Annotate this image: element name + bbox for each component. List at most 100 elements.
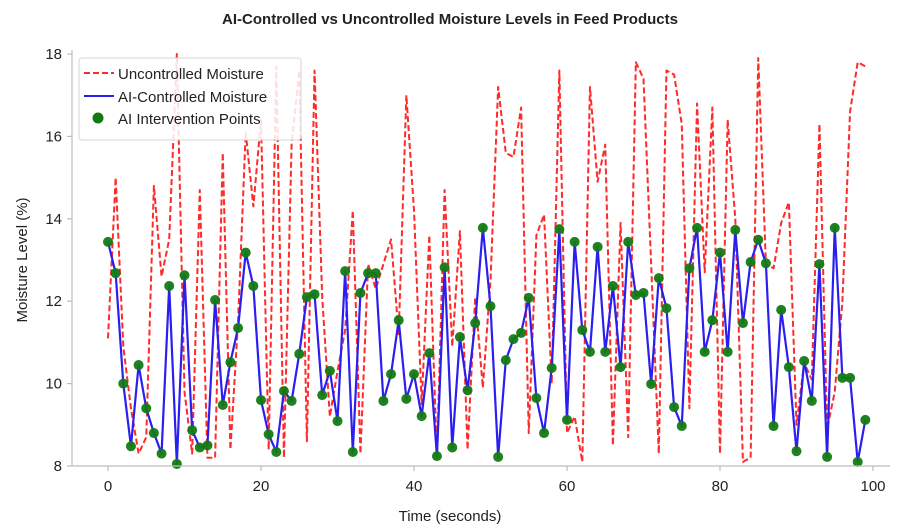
intervention-point bbox=[669, 402, 680, 413]
intervention-point bbox=[233, 322, 244, 333]
uncontrolled-moisture-line bbox=[107, 53, 866, 463]
legend-box bbox=[78, 57, 302, 141]
intervention-point bbox=[860, 414, 871, 425]
intervention-point bbox=[118, 378, 129, 389]
y-tick-label: 12 bbox=[45, 293, 62, 310]
intervention-point bbox=[301, 292, 312, 303]
intervention-point bbox=[416, 411, 427, 422]
intervention-point bbox=[554, 224, 565, 235]
intervention-point bbox=[210, 294, 221, 305]
intervention-point bbox=[516, 327, 527, 338]
intervention-point bbox=[646, 379, 657, 390]
legend-intervention-label: AI Intervention Points bbox=[118, 111, 261, 128]
intervention-point bbox=[370, 268, 381, 279]
x-tick-label: 20 bbox=[253, 478, 270, 495]
intervention-point bbox=[806, 395, 817, 406]
intervention-point bbox=[676, 421, 687, 432]
intervention-point bbox=[783, 362, 794, 373]
intervention-point bbox=[493, 451, 504, 462]
intervention-point bbox=[217, 400, 228, 411]
intervention-point bbox=[424, 348, 435, 359]
intervention-point bbox=[156, 448, 167, 459]
intervention-point bbox=[737, 318, 748, 329]
intervention-point bbox=[278, 386, 289, 397]
intervention-point bbox=[722, 346, 733, 357]
y-tick-label: 10 bbox=[45, 376, 62, 393]
intervention-point bbox=[539, 428, 550, 439]
intervention-point bbox=[623, 236, 634, 247]
y-axis: 8 10 12 14 16 18 bbox=[45, 46, 73, 475]
intervention-point bbox=[431, 451, 442, 462]
intervention-point bbox=[103, 236, 113, 247]
intervention-point bbox=[753, 234, 764, 245]
x-axis: 0 20 40 60 80 100 bbox=[72, 465, 890, 495]
intervention-point bbox=[630, 290, 641, 301]
x-tick-label: 60 bbox=[559, 478, 576, 495]
intervention-point bbox=[607, 280, 618, 291]
x-tick-label: 80 bbox=[712, 478, 729, 495]
intervention-point bbox=[661, 303, 672, 314]
intervention-point bbox=[355, 287, 366, 298]
x-tick-label: 100 bbox=[860, 478, 885, 495]
intervention-point bbox=[125, 441, 136, 452]
ai-controlled-moisture-line bbox=[106, 226, 867, 466]
legend-uncontrolled-label: Uncontrolled Moisture bbox=[118, 66, 264, 83]
y-tick-label: 14 bbox=[45, 211, 62, 228]
legend-intervention-swatch bbox=[92, 112, 104, 124]
intervention-point bbox=[286, 395, 297, 406]
intervention-point bbox=[477, 222, 488, 233]
intervention-point bbox=[332, 416, 343, 427]
intervention-point bbox=[799, 355, 810, 366]
intervention-point bbox=[837, 372, 848, 383]
intervention-point bbox=[500, 355, 511, 366]
intervention-point bbox=[363, 268, 374, 279]
intervention-point bbox=[822, 451, 833, 462]
y-axis-label: Moisture Level (%) bbox=[14, 197, 31, 322]
intervention-point bbox=[829, 222, 840, 233]
x-tick-label: 0 bbox=[104, 478, 112, 495]
intervention-point bbox=[715, 247, 725, 258]
intervention-point bbox=[309, 289, 320, 300]
intervention-point bbox=[324, 365, 335, 376]
intervention-point bbox=[508, 334, 519, 345]
intervention-point bbox=[707, 315, 718, 326]
intervention-point bbox=[776, 304, 787, 315]
intervention-point bbox=[194, 442, 205, 453]
intervention-point bbox=[141, 403, 152, 414]
intervention-point bbox=[852, 456, 863, 467]
x-axis-label: Time (seconds) bbox=[399, 508, 502, 525]
intervention-point bbox=[791, 446, 802, 457]
intervention-point bbox=[256, 395, 266, 406]
intervention-point bbox=[577, 325, 588, 336]
intervention-point bbox=[317, 390, 328, 401]
y-tick-label: 18 bbox=[45, 46, 62, 63]
intervention-point bbox=[814, 259, 825, 270]
intervention-point bbox=[684, 263, 695, 274]
intervention-point bbox=[447, 442, 458, 453]
intervention-point bbox=[462, 385, 473, 396]
intervention-point bbox=[592, 241, 603, 252]
intervention-point bbox=[240, 247, 251, 258]
intervention-point bbox=[546, 362, 557, 373]
intervention-point bbox=[187, 425, 198, 436]
intervention-point bbox=[730, 224, 741, 235]
plot-area bbox=[103, 53, 871, 469]
intervention-point bbox=[340, 266, 351, 277]
intervention-point bbox=[653, 273, 664, 284]
intervention-point bbox=[164, 280, 175, 291]
intervention-point bbox=[401, 393, 412, 404]
intervention-point bbox=[562, 414, 572, 425]
intervention-point bbox=[584, 346, 595, 357]
intervention-point bbox=[202, 440, 213, 451]
intervention-point bbox=[179, 270, 190, 281]
intervention-point bbox=[600, 346, 611, 357]
x-tick-label: 40 bbox=[406, 478, 423, 495]
intervention-point bbox=[171, 458, 182, 469]
intervention-point bbox=[768, 421, 779, 432]
intervention-point bbox=[347, 446, 358, 457]
intervention-point bbox=[692, 222, 703, 233]
intervention-point bbox=[133, 360, 144, 371]
intervention-point bbox=[531, 393, 542, 404]
intervention-point bbox=[386, 369, 397, 380]
